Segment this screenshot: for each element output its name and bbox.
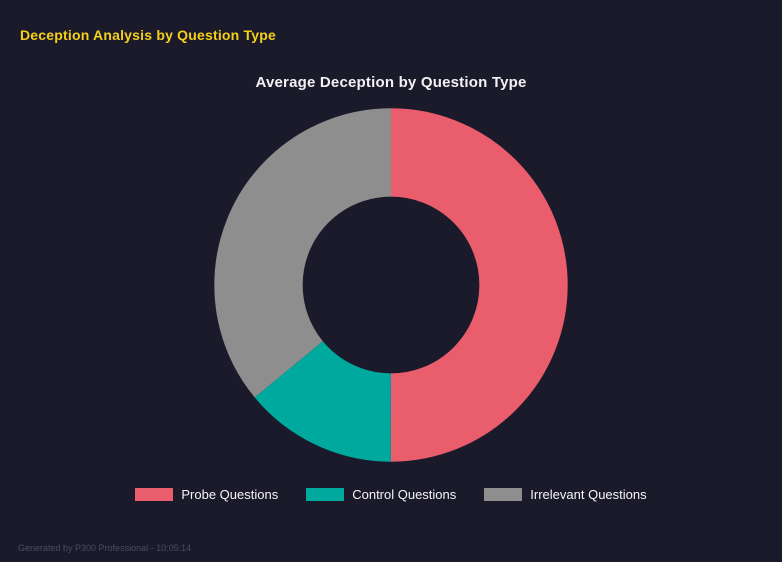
legend-swatch-irrelevant	[484, 488, 523, 501]
legend-item-control[interactable]: Control Questions	[306, 487, 456, 502]
legend-swatch-control	[306, 488, 345, 501]
legend-item-probe[interactable]: Probe Questions	[135, 487, 278, 502]
chart-area: Average Deception by Question Type Probe…	[0, 74, 782, 502]
legend-label-control: Control Questions	[352, 487, 457, 502]
footer-note: Generated by P300 Professional - 10:05:1…	[18, 543, 192, 553]
donut-chart[interactable]	[205, 99, 577, 471]
legend-label-probe: Probe Questions	[181, 487, 279, 502]
legend-swatch-probe	[135, 488, 174, 501]
legend-item-irrelevant[interactable]: Irrelevant Questions	[484, 487, 647, 502]
donut-segment-2[interactable]	[214, 108, 568, 462]
legend-label-irrelevant: Irrelevant Questions	[530, 487, 647, 502]
chart-title: Average Deception by Question Type	[255, 74, 527, 91]
chart-legend: Probe Questions Control Questions Irrele…	[135, 487, 647, 502]
donut-chart-wrap	[205, 99, 577, 471]
page-title: Deception Analysis by Question Type	[20, 27, 276, 43]
